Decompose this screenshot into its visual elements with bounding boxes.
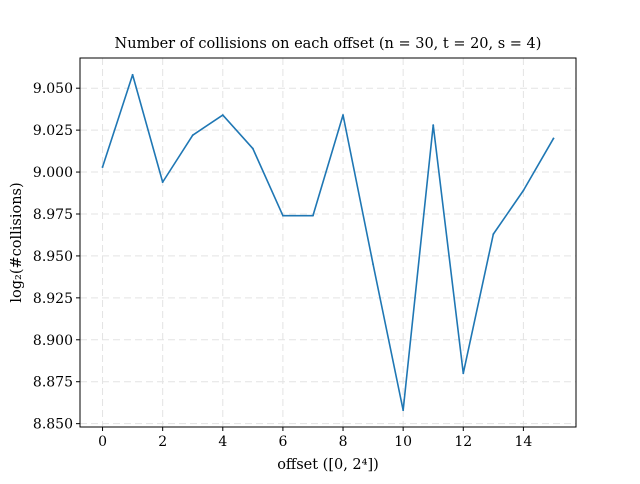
data-point xyxy=(432,124,435,126)
data-point xyxy=(131,73,134,76)
data-point xyxy=(251,147,254,150)
data-point xyxy=(191,134,194,137)
y-tick-label: 9.050 xyxy=(33,81,73,97)
data-point xyxy=(101,166,104,168)
x-axis-label: offset ([0, 2⁴]) xyxy=(277,457,379,473)
series-layer xyxy=(101,73,555,412)
data-point xyxy=(221,114,224,116)
chart-title: Number of collisions on each offset (n =… xyxy=(115,36,542,52)
data-point xyxy=(552,137,555,140)
series-line xyxy=(101,73,555,412)
y-tick-label: 8.950 xyxy=(33,249,73,265)
x-tick-label: 10 xyxy=(394,434,412,450)
x-axis-ticks: 0 2 4 6 8 10 12 14 xyxy=(98,427,532,450)
data-point xyxy=(282,214,284,217)
data-point xyxy=(161,181,164,184)
x-tick-label: 6 xyxy=(278,434,287,450)
y-tick-label: 8.925 xyxy=(33,291,73,307)
y-tick-label: 8.850 xyxy=(33,417,73,433)
grid-layer xyxy=(80,58,576,427)
x-tick-label: 0 xyxy=(98,434,107,450)
data-point xyxy=(402,409,405,412)
data-point xyxy=(492,233,495,236)
x-tick-label: 14 xyxy=(514,434,532,450)
y-tick-label: 8.975 xyxy=(33,207,73,223)
x-tick-label: 12 xyxy=(454,434,472,450)
x-tick-label: 8 xyxy=(339,434,348,450)
y-tick-label: 8.900 xyxy=(33,333,73,349)
y-tick-label: 8.875 xyxy=(33,375,73,391)
y-tick-label: 9.000 xyxy=(33,165,73,181)
x-tick-label: 4 xyxy=(218,434,227,450)
data-point xyxy=(522,189,525,192)
y-axis-ticks: 8.850 8.875 8.900 8.925 8.950 8.975 9.000 9.025… xyxy=(33,81,80,433)
data-point xyxy=(312,214,314,217)
y-tick-label: 9.025 xyxy=(33,123,73,139)
data-point xyxy=(372,263,374,266)
plot-frame xyxy=(79,57,577,428)
data-point xyxy=(462,372,465,375)
y-axis-label: log₂(#collisions) xyxy=(9,182,25,302)
x-tick-label: 2 xyxy=(158,434,167,450)
data-point xyxy=(342,114,344,116)
